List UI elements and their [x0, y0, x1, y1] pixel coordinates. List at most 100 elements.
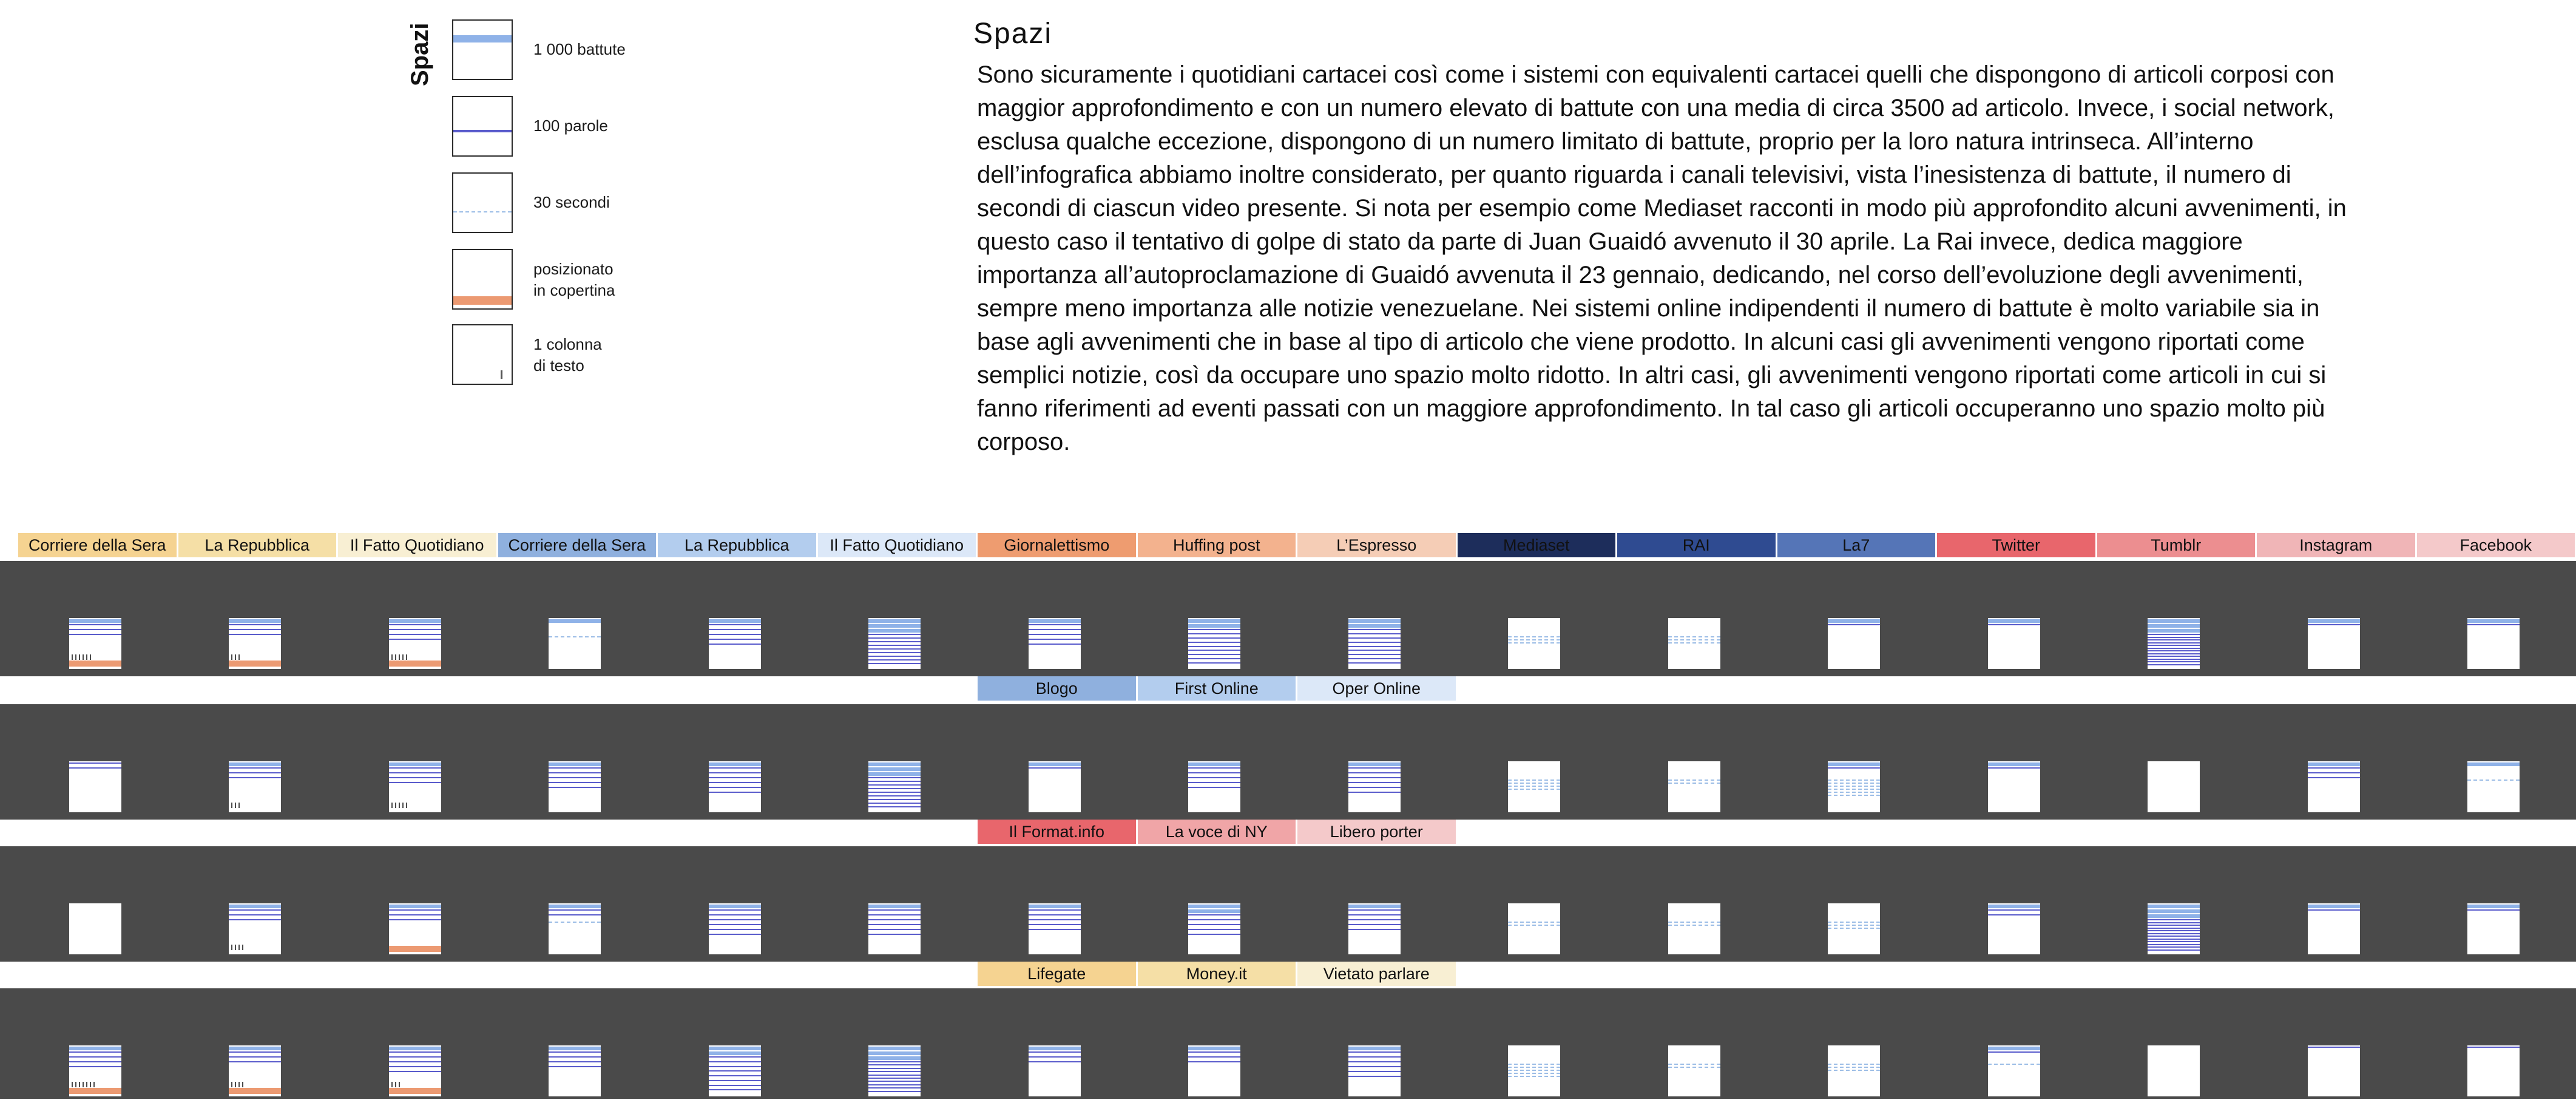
- category-label: Instagram: [2257, 533, 2415, 557]
- hundred-words-line: [709, 782, 761, 783]
- hundred-words-line: [2148, 936, 2200, 937]
- hundred-words-line: [1348, 772, 1401, 773]
- hundred-words-line: [389, 624, 441, 625]
- thousand-chars-line: [1828, 762, 1880, 766]
- hundred-words-line: [709, 629, 761, 630]
- article-thumbnail: [2148, 761, 2200, 812]
- hundred-words-line: [1029, 639, 1081, 640]
- thousand-chars-line: [2308, 619, 2360, 623]
- thousand-chars-line: [868, 762, 921, 766]
- article-thumbnail: [1668, 1045, 1720, 1096]
- hundred-words-line: [868, 637, 921, 639]
- hundred-words-line: [389, 767, 441, 769]
- thirty-seconds-line: [1828, 1064, 1880, 1065]
- legend-sample-cover: [453, 296, 512, 305]
- thirty-seconds-line: [549, 636, 601, 637]
- hundred-words-line: [229, 1051, 281, 1053]
- hundred-words-line: [1029, 624, 1081, 625]
- hundred-words-line: [1188, 633, 1240, 634]
- article-thumbnail: [1988, 618, 2040, 669]
- thirty-seconds-line: [1828, 789, 1880, 790]
- hundred-words-line: [868, 659, 921, 661]
- thirty-seconds-line: [549, 922, 601, 923]
- hundred-words-line: [2148, 645, 2200, 646]
- hundred-words-line: [1029, 1061, 1081, 1062]
- article-thumbnail: [1348, 903, 1401, 954]
- hundred-words-line: [868, 795, 921, 796]
- article-thumbnail: [389, 618, 441, 669]
- article-thumbnail: [1508, 903, 1560, 954]
- hundred-words-line: [549, 1061, 601, 1062]
- thousand-chars-line: [1988, 762, 2040, 766]
- category-label: Il Format.info: [978, 820, 1136, 844]
- thousand-chars-line: [229, 1047, 281, 1050]
- thousand-chars-line: [1188, 762, 1240, 766]
- text-column-mark: [235, 654, 236, 660]
- hundred-words-line: [1988, 624, 2040, 625]
- hundred-words-line: [549, 909, 601, 911]
- text-column-mark: [399, 1082, 400, 1087]
- hundred-words-line: [2148, 656, 2200, 657]
- legend-swatch-seconds: [452, 172, 513, 233]
- thirty-seconds-line: [1508, 1070, 1560, 1071]
- hundred-words-line: [709, 767, 761, 769]
- hundred-words-line: [1348, 650, 1401, 651]
- hundred-words-line: [389, 909, 441, 911]
- thousand-chars-line: [709, 1051, 761, 1055]
- thousand-chars-line: [1029, 905, 1081, 908]
- hundred-words-line: [868, 799, 921, 800]
- hundred-words-line: [1348, 1051, 1401, 1053]
- hundred-words-line: [868, 1091, 921, 1092]
- article-thumbnail: [1668, 761, 1720, 812]
- legend-label: 30 secondi: [533, 193, 610, 211]
- hundred-words-line: [1348, 642, 1401, 643]
- legend-swatch-words: [452, 96, 513, 157]
- hundred-words-line: [1029, 914, 1081, 915]
- hundred-words-line: [229, 634, 281, 635]
- text-column-mark: [406, 803, 407, 808]
- hundred-words-line: [2308, 909, 2360, 911]
- legend-label: 1 000 battute: [533, 40, 626, 58]
- hundred-words-line: [1188, 1061, 1240, 1062]
- legend-swatch-cover: [452, 249, 513, 310]
- thirty-seconds-line: [1508, 789, 1560, 790]
- category-label: Giornalettismo: [978, 533, 1136, 557]
- hundred-words-line: [868, 919, 921, 920]
- category-label: Tumblr: [2097, 533, 2255, 557]
- thirty-seconds-line: [1668, 639, 1720, 640]
- hundred-words-line: [1988, 767, 2040, 769]
- article-thumbnail: [1029, 903, 1081, 954]
- hundred-words-line: [389, 634, 441, 635]
- hundred-words-line: [69, 767, 121, 769]
- hundred-words-line: [2148, 944, 2200, 945]
- thousand-chars-line: [868, 767, 921, 771]
- category-label: First Online: [1137, 676, 1296, 701]
- article-thumbnail: [229, 761, 281, 812]
- thirty-seconds-line: [1508, 922, 1560, 923]
- hundred-words-line: [2148, 941, 2200, 942]
- hundred-words-line: [868, 1061, 921, 1062]
- thirty-seconds-line: [1828, 786, 1880, 787]
- thousand-chars-line: [389, 619, 441, 623]
- article-thumbnail: [868, 1045, 921, 1096]
- text-column-mark: [72, 654, 73, 660]
- hundred-words-line: [1348, 658, 1401, 659]
- text-column-mark: [235, 1082, 236, 1087]
- thirty-seconds-line: [1508, 1064, 1560, 1065]
- thousand-chars-line: [868, 624, 921, 628]
- category-label: Corriere della Sera: [498, 533, 656, 557]
- text-column-mark: [231, 803, 232, 808]
- hundred-words-line: [1348, 662, 1401, 664]
- hundred-words-line: [868, 656, 921, 657]
- article-thumbnail: [389, 1045, 441, 1096]
- hundred-words-line: [2148, 648, 2200, 649]
- category-bar: Blogo First Online Oper Online: [18, 676, 2567, 701]
- article-thumbnail: [709, 1045, 761, 1096]
- hundred-words-line: [709, 639, 761, 640]
- article-thumbnail: [1828, 903, 1880, 954]
- hundred-words-line: [1348, 924, 1401, 925]
- hundred-words-line: [1029, 909, 1081, 911]
- article-thumbnail: [1029, 618, 1081, 669]
- article-thumbnail: [2148, 618, 2200, 669]
- hundred-words-line: [1828, 624, 1880, 625]
